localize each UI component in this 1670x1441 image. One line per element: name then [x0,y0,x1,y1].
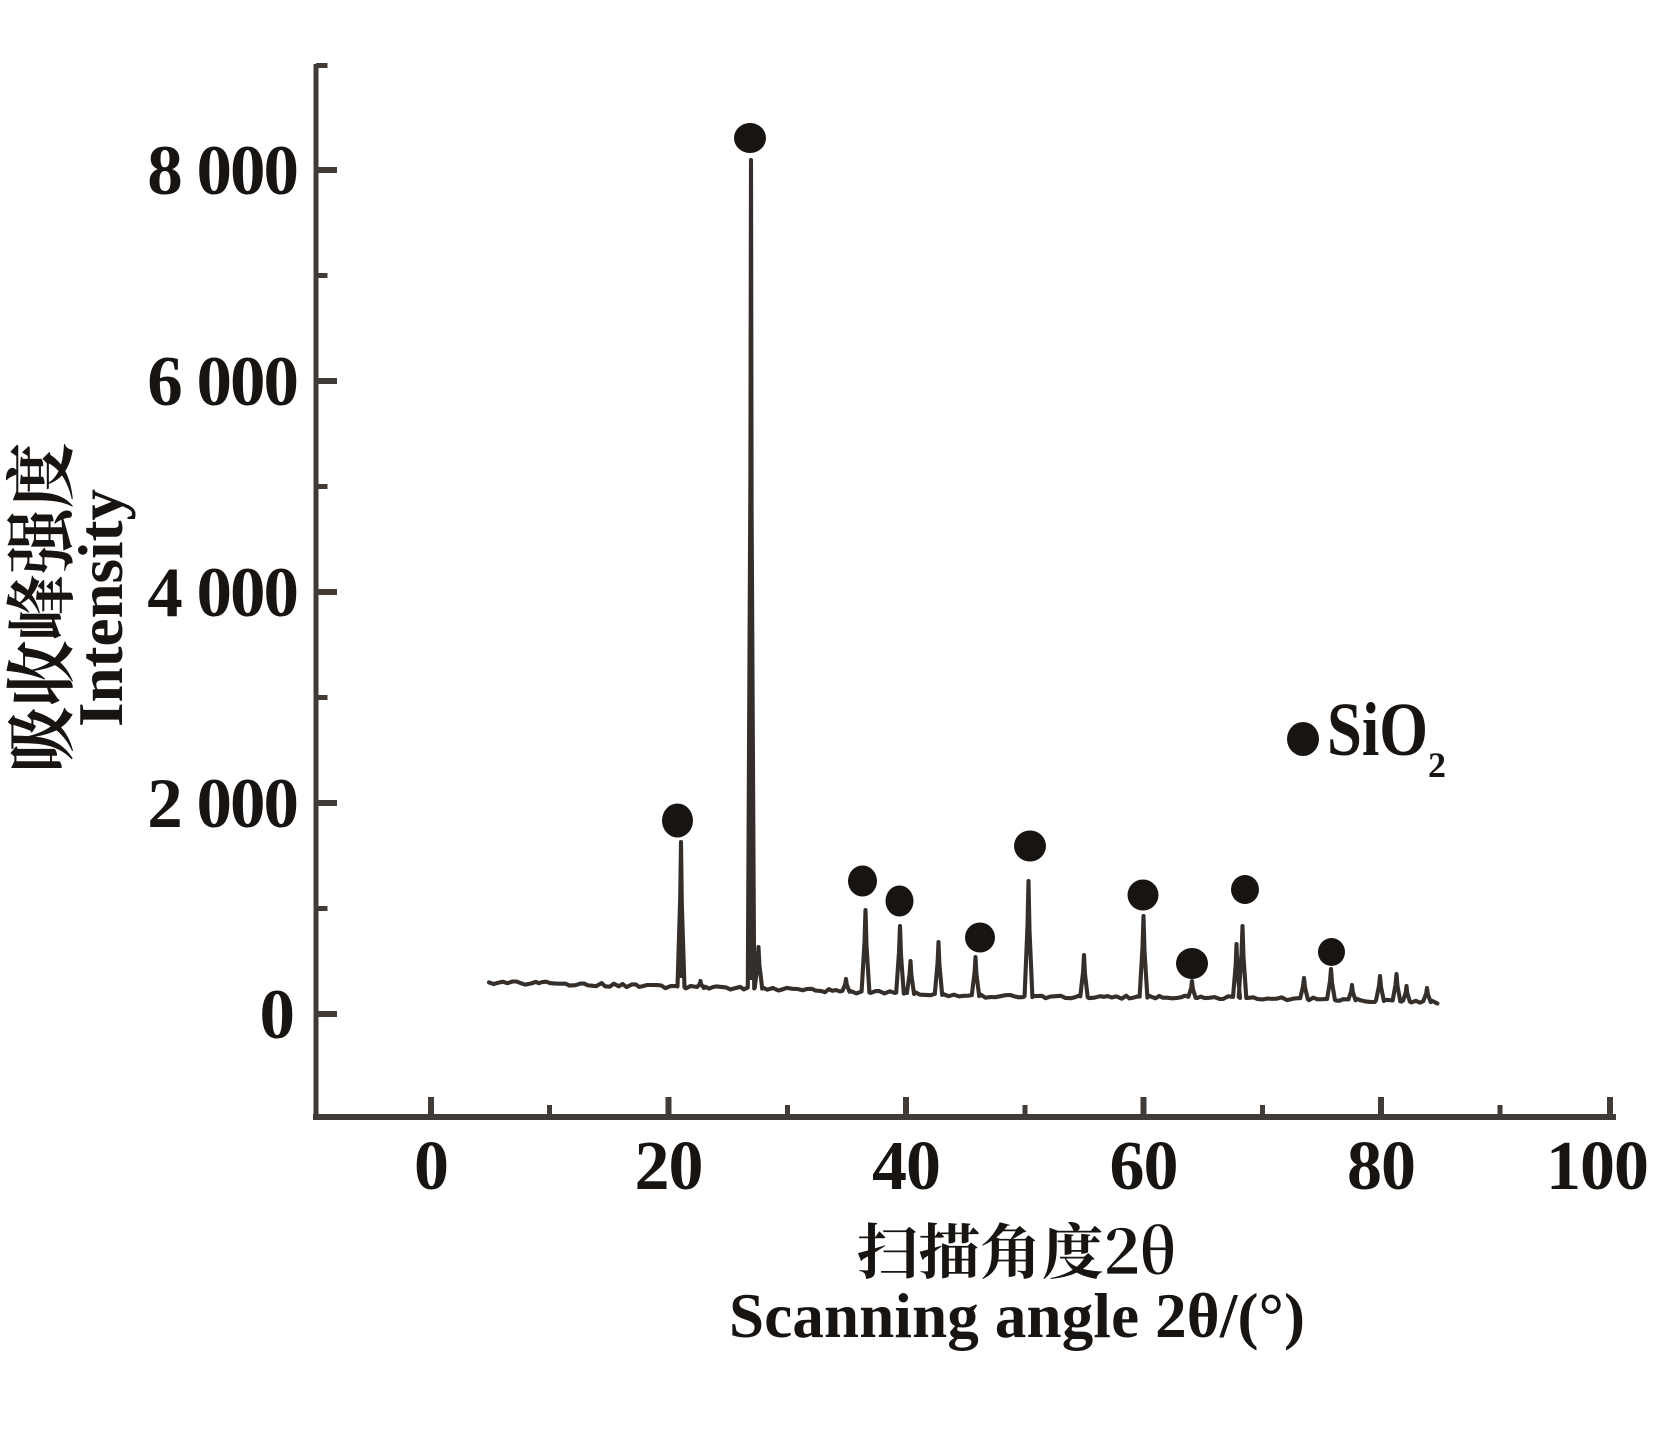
svg-text:0: 0 [414,1128,448,1205]
svg-text:0: 0 [260,976,294,1054]
svg-text:Scanning angle 2θ/(°): Scanning angle 2θ/(°) [729,1281,1305,1351]
svg-text:2: 2 [1428,745,1446,785]
svg-text:20: 20 [635,1128,703,1205]
svg-text:80: 80 [1347,1128,1415,1205]
svg-text:2 000: 2 000 [147,765,297,843]
svg-text:6 000: 6 000 [147,343,297,421]
svg-text:8 000: 8 000 [147,132,297,210]
svg-text:Intensity: Intensity [66,489,136,727]
svg-text:40: 40 [872,1128,940,1205]
svg-text:4 000: 4 000 [147,554,297,632]
svg-text:60: 60 [1110,1128,1178,1205]
svg-text:SiO: SiO [1327,688,1428,772]
svg-text:100: 100 [1546,1128,1648,1205]
